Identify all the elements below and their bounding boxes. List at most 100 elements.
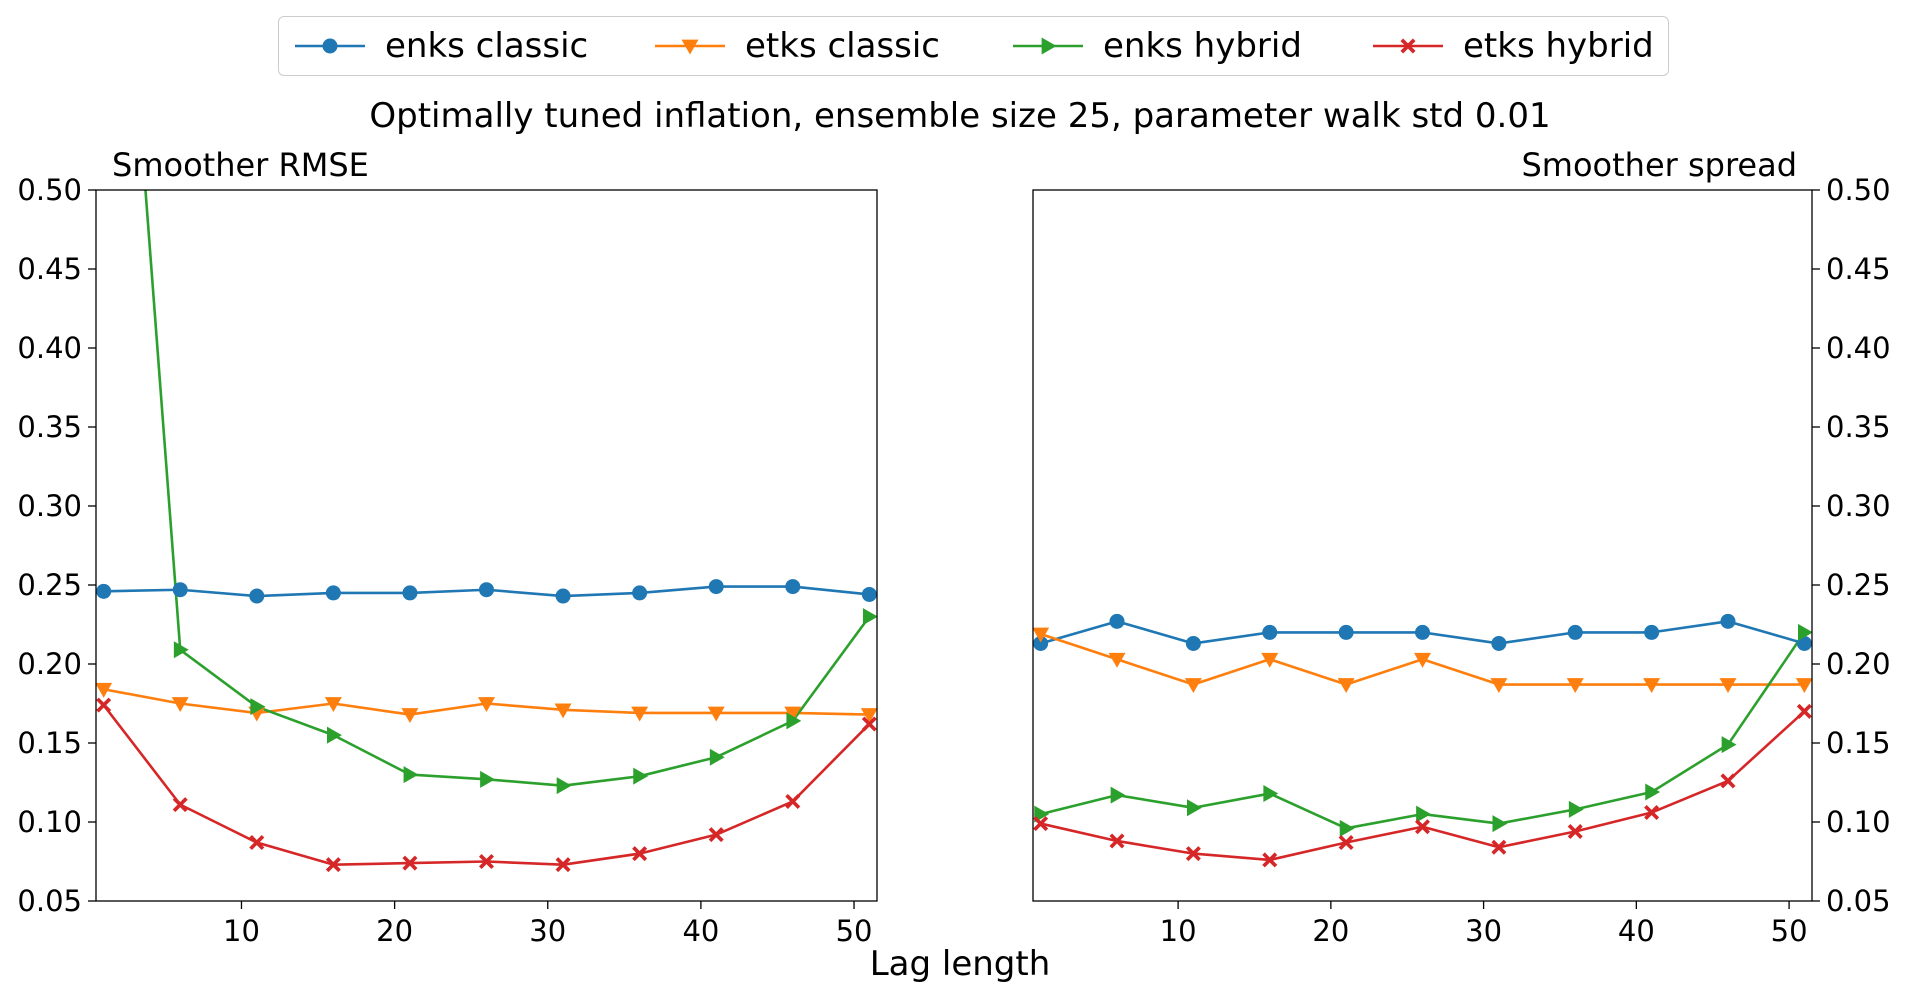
data-point-etks-classic [707,706,725,722]
data-point-etks-classic [478,697,495,712]
panel-title-spread: Smoother spread [1521,146,1797,184]
data-point-enks-classic [325,585,341,601]
data-point-etks-hybrid [1491,839,1507,855]
data-point-etks-classic [860,708,877,724]
x-tick-label-40: 40 [1618,914,1655,948]
data-point-enks-hybrid [1645,783,1661,801]
legend-label-etks-hybrid: etks hybrid [1463,26,1654,66]
data-point-etks-classic [1795,678,1812,694]
data-point-enks-classic [1644,624,1660,640]
y-tick-label: 0.25 [1826,568,1891,602]
y-tick-label: 0.45 [1826,252,1891,286]
y-tick-label: 0.50 [1826,173,1891,207]
plot-frame-spread [1032,189,1813,902]
data-point-etks-hybrid [249,835,265,851]
data-point-enks-classic [785,579,801,595]
data-point-etks-hybrid [708,827,724,843]
data-point-enks-hybrid [1263,785,1279,803]
x-tick-label-20: 20 [1312,914,1349,948]
data-point-enks-hybrid [862,608,877,626]
data-point-etks-classic [171,697,189,712]
data-point-enks-classic [1491,635,1507,651]
legend-item-enks-hybrid: enks hybrid [1009,17,1302,75]
data-point-enks-classic [1185,635,1201,651]
data-point-enks-hybrid [1110,786,1126,804]
data-point-etks-classic [1033,627,1050,643]
data-point-enks-classic [172,582,188,598]
data-point-etks-classic [1566,678,1584,694]
legend: enks classic etks classic enks hybrid et… [278,16,1669,76]
data-point-enks-classic [1720,613,1736,629]
legend-marker-enks-hybrid [1041,37,1057,55]
data-point-etks-hybrid [96,697,112,713]
legend-label-enks-classic: enks classic [385,26,589,66]
y-tick-label: 0.20 [17,647,82,681]
data-point-enks-hybrid [1568,800,1584,818]
data-point-etks-hybrid [1796,703,1812,719]
y-tick-label: 0.05 [1826,884,1891,918]
y-tick-label: 0.30 [17,489,82,523]
data-point-etks-hybrid [325,857,341,873]
data-point-etks-classic [1643,678,1661,694]
data-point-etks-hybrid [1567,823,1583,839]
data-point-enks-hybrid [1339,819,1355,837]
legend-label-enks-hybrid: enks hybrid [1103,26,1302,66]
data-point-etks-classic [1261,652,1279,668]
data-point-etks-classic [96,682,113,698]
data-point-etks-hybrid [402,855,418,871]
y-tick-label: 0.10 [1826,805,1891,839]
data-point-enks-hybrid [480,770,495,788]
x-tick-label-10: 10 [1160,914,1197,948]
legend-marker-etks-classic [681,39,699,55]
data-point-enks-hybrid [1187,799,1202,817]
legend-item-enks-classic: enks classic [291,17,588,75]
data-point-etks-classic [1414,652,1431,668]
plot-frame-rmse [95,189,878,902]
data-point-enks-hybrid [1721,736,1737,754]
y-tick-label: 0.05 [17,884,82,918]
x-tick-label-30: 30 [529,914,566,948]
series-group-rmse [96,190,877,873]
data-point-etks-hybrid [1644,805,1660,821]
x-tick-label-40: 40 [682,914,719,948]
data-point-etks-hybrid [1033,816,1049,832]
data-point-etks-hybrid [1109,833,1125,849]
y-tick-label: 0.40 [1826,331,1891,365]
data-point-enks-classic [1033,635,1049,651]
data-point-enks-hybrid [709,748,725,766]
y-tick-label: 0.45 [17,252,82,286]
legend-item-etks-classic: etks classic [651,17,940,75]
legend-marker-etks-hybrid [1400,38,1416,54]
data-point-enks-classic [861,586,877,602]
data-point-etks-hybrid [1262,852,1278,868]
data-point-etks-hybrid [632,846,648,862]
y-tick-label: 0.50 [17,173,82,207]
x-tick-label-50: 50 [1771,914,1808,948]
data-point-enks-hybrid [556,777,572,795]
y-tick-label: 0.40 [17,331,82,365]
y-tick-label: 0.15 [1826,726,1891,760]
legend-marker-etks-classic [655,39,725,55]
plot-panel-spread: 10 20 30 40 50 0.05 0.10 0.15 0.20 0.25 0.30 0.35 0.… [1032,173,1891,948]
series-group-spread [1033,613,1812,868]
data-point-enks-hybrid [1416,805,1431,823]
x-tick-label-50: 50 [836,914,873,948]
legend-marker-enks-hybrid [1013,37,1083,55]
y-tick-label: 0.15 [17,726,82,760]
data-point-etks-classic [554,703,572,719]
data-point-etks-hybrid [1338,835,1354,851]
panel-title-rmse: Smoother RMSE [112,146,369,184]
legend-marker-etks-hybrid [1373,38,1443,54]
data-point-etks-classic [324,697,342,712]
data-point-enks-classic [1338,624,1354,640]
legend-marker-enks-classic [295,38,365,54]
data-point-enks-classic [479,582,494,598]
data-point-etks-classic [631,706,649,722]
data-point-enks-classic [402,585,418,601]
data-point-enks-hybrid [1492,815,1508,833]
data-point-enks-classic [708,579,724,595]
y-tick-label: 0.35 [17,410,82,444]
data-point-etks-hybrid [785,793,801,809]
data-point-etks-classic [401,708,419,724]
